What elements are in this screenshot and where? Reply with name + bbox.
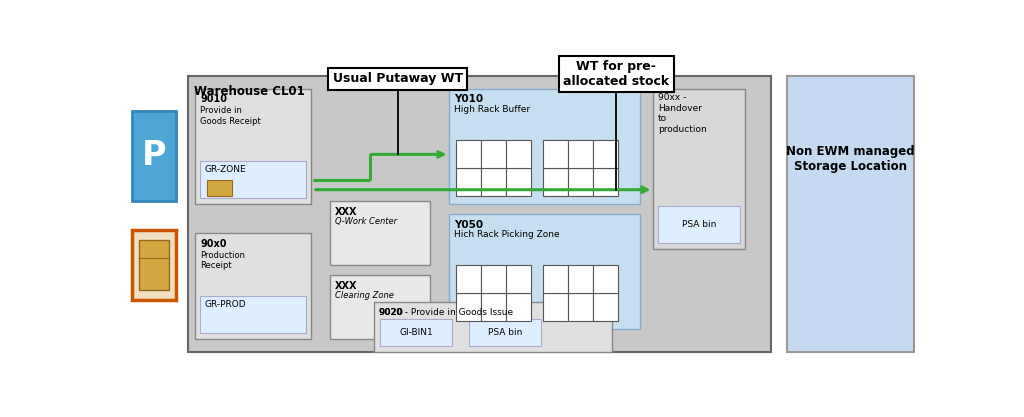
Bar bbox=[653, 88, 744, 249]
Bar bbox=[456, 265, 481, 293]
Text: PSA bin: PSA bin bbox=[487, 328, 522, 337]
Text: Y050: Y050 bbox=[455, 220, 483, 230]
Text: GI-BIN1: GI-BIN1 bbox=[399, 328, 433, 337]
Bar bbox=[196, 233, 310, 339]
Bar bbox=[456, 293, 481, 322]
Bar bbox=[132, 111, 176, 201]
Bar bbox=[380, 319, 452, 346]
Bar bbox=[506, 168, 531, 196]
Text: XXX: XXX bbox=[335, 281, 357, 291]
Bar bbox=[658, 206, 740, 243]
Bar bbox=[506, 140, 531, 168]
Text: Hich Rack Picking Zone: Hich Rack Picking Zone bbox=[455, 231, 560, 239]
Text: 9020: 9020 bbox=[379, 308, 403, 317]
Bar bbox=[456, 140, 481, 168]
Text: Warehouse CL01: Warehouse CL01 bbox=[194, 85, 304, 98]
Bar bbox=[568, 293, 593, 322]
Text: Production
Receipt: Production Receipt bbox=[201, 251, 245, 270]
Text: 9020 - Provide in Goods Issue: 9020 - Provide in Goods Issue bbox=[379, 308, 513, 317]
Text: PSA bin: PSA bin bbox=[682, 220, 716, 229]
Bar bbox=[786, 76, 913, 352]
Bar bbox=[481, 293, 506, 322]
Text: Clearing Zone: Clearing Zone bbox=[335, 291, 394, 300]
Text: High Rack Buffer: High Rack Buffer bbox=[455, 105, 530, 114]
Bar bbox=[469, 319, 541, 346]
Text: 9010: 9010 bbox=[201, 94, 227, 104]
Bar bbox=[593, 293, 618, 322]
Bar bbox=[450, 214, 640, 329]
Bar bbox=[207, 180, 232, 196]
Bar bbox=[543, 140, 568, 168]
Text: GR-PROD: GR-PROD bbox=[204, 300, 246, 309]
Bar bbox=[506, 293, 531, 322]
Text: Y010: Y010 bbox=[455, 94, 483, 104]
Text: Non EWM managed
Storage Location: Non EWM managed Storage Location bbox=[785, 145, 914, 173]
Bar bbox=[506, 265, 531, 293]
Text: Provide in
Goods Receipt: Provide in Goods Receipt bbox=[201, 106, 261, 126]
Bar bbox=[450, 88, 640, 204]
Text: GR-ZONE: GR-ZONE bbox=[204, 165, 246, 174]
Bar bbox=[201, 296, 306, 333]
Text: Q-Work Center: Q-Work Center bbox=[335, 217, 397, 226]
Text: WT for pre-
allocated stock: WT for pre- allocated stock bbox=[563, 60, 669, 88]
Bar bbox=[201, 161, 306, 198]
Bar bbox=[568, 140, 593, 168]
Bar bbox=[568, 168, 593, 196]
Bar bbox=[593, 168, 618, 196]
Bar bbox=[196, 88, 310, 204]
Bar bbox=[331, 201, 430, 265]
Text: Usual Putaway WT: Usual Putaway WT bbox=[333, 73, 463, 85]
Bar bbox=[138, 241, 169, 290]
Bar bbox=[593, 140, 618, 168]
Bar bbox=[481, 265, 506, 293]
Bar bbox=[331, 275, 430, 339]
Bar bbox=[543, 168, 568, 196]
Bar bbox=[187, 76, 771, 352]
Bar bbox=[543, 265, 568, 293]
Bar bbox=[543, 293, 568, 322]
Bar bbox=[568, 265, 593, 293]
Text: XXX: XXX bbox=[335, 207, 357, 217]
Bar bbox=[132, 230, 176, 301]
Bar bbox=[374, 302, 612, 352]
Text: 90xx -
Handover
to
production: 90xx - Handover to production bbox=[658, 93, 707, 133]
Bar bbox=[481, 168, 506, 196]
Bar bbox=[456, 168, 481, 196]
Text: 90x0: 90x0 bbox=[201, 239, 226, 249]
Bar bbox=[593, 265, 618, 293]
Text: P: P bbox=[141, 140, 166, 173]
Bar bbox=[481, 140, 506, 168]
